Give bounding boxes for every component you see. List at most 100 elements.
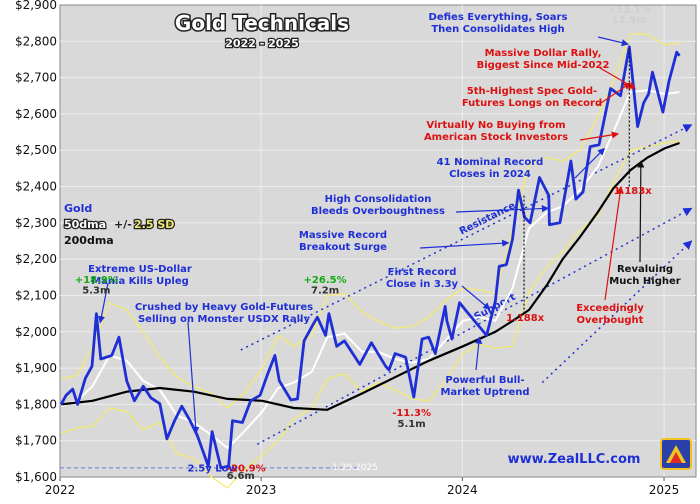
- low-2022-dur: 6.6m: [227, 471, 255, 482]
- y-tick-label: $1,800: [15, 397, 57, 411]
- callout-text: Massive Dollar Rally,: [485, 48, 602, 59]
- y-tick-label: $2,700: [15, 71, 57, 85]
- low-2022-label: 2.5y Low: [188, 464, 238, 475]
- sd-bands: [60, 33, 680, 489]
- zeal-logo: [660, 438, 692, 470]
- callout-text: Revaluing: [617, 264, 673, 275]
- gridlines: [60, 5, 696, 477]
- callout-text: Bleeds Overboughtness: [311, 206, 445, 217]
- chart-title: Gold Technicals: [175, 11, 349, 35]
- legend-band: 2.5 SD: [134, 218, 174, 231]
- callout-text: Closes in 2024: [449, 169, 531, 180]
- y-tick-label: $1,600: [15, 470, 57, 484]
- upleg-2023-pct: +26.5%: [304, 275, 347, 286]
- callout-text: 5th-Highest Spec Gold-: [467, 86, 597, 97]
- moving-averages: [60, 89, 680, 450]
- callout-text: Much Higher: [609, 276, 680, 287]
- callout-arrow: [455, 204, 550, 213]
- callout-arrow: [187, 321, 200, 435]
- callout-text: Defies Everything, Soars: [429, 12, 568, 23]
- correction-2023-pct: -11.3%: [392, 408, 431, 419]
- callout-arrow: [97, 282, 109, 324]
- callout-arrow: [574, 147, 606, 179]
- callout-text: Then Consolidates High: [431, 24, 564, 35]
- gold-price: [59, 45, 681, 470]
- y-tick-label: $2,800: [15, 34, 57, 48]
- upleg-2022-dur: 5.3m: [82, 286, 110, 297]
- callout-text: Close in 3.3y: [386, 279, 459, 290]
- callout-arrow: [637, 160, 645, 263]
- y-tick-label: $2,400: [15, 180, 57, 194]
- callout-text: Powerful Bull-: [445, 375, 524, 386]
- legend: Gold 50dma +/- 2.5 SD 200dma: [63, 202, 176, 247]
- y-tick-label: $2,000: [15, 325, 57, 339]
- callout-arrow: [604, 185, 624, 301]
- callout-text: First Record: [388, 267, 457, 278]
- ratio-2024-1: 1.188x: [506, 313, 545, 324]
- callout-arrow: [475, 336, 483, 371]
- callout-text: High Consolidation: [325, 194, 432, 205]
- upleg-2024-pct: +53.1%: [608, 4, 651, 15]
- callout-text: Crushed by Heavy Gold-Futures: [135, 302, 313, 313]
- dma200-line: [60, 141, 680, 411]
- y-tick-label: $2,100: [15, 288, 57, 302]
- callout-arrow: [597, 82, 632, 106]
- callout-text: American Stock Investors: [424, 132, 568, 143]
- callout-text: Selling on Monster USDX Rally: [138, 314, 310, 325]
- x-tick-label: 2022: [45, 483, 76, 497]
- source-url: www.ZealLLC.com: [508, 452, 641, 467]
- callout-arrow: [597, 36, 629, 47]
- callout-text: Overbought: [577, 315, 644, 326]
- callout-text: Market Uptrend: [440, 387, 529, 398]
- callout-text: Biggest Since Mid-2022: [477, 60, 610, 71]
- reference-date: 1.29.2025: [332, 463, 378, 473]
- callout-text: Massive Record: [299, 230, 387, 241]
- lower-band-line: [60, 140, 680, 489]
- x-tick-label: 2025: [649, 483, 680, 497]
- x-tick-label: 2023: [246, 483, 277, 497]
- y-axis: $1,600 $1,700 $1,800 $1,900 $2,000 $2,100 $2,2…: [15, 0, 57, 484]
- low-2022-pct: -20.9%: [227, 464, 266, 475]
- callout-text: Mania Kills Upleg: [91, 276, 189, 287]
- gold-price-line: [59, 45, 681, 470]
- ratio-2024-2: 1.183x: [614, 186, 653, 197]
- legend-50dma: 50dma: [64, 218, 106, 231]
- callout-arrow: [461, 285, 491, 310]
- legend-band-sign: +/-: [114, 218, 132, 231]
- upper-band-line: [60, 33, 680, 409]
- y-tick-label: $2,500: [15, 143, 57, 157]
- y-tick-label: $2,300: [15, 216, 57, 230]
- callout-text: Extreme US-Dollar: [88, 264, 192, 275]
- callout-arrow: [579, 131, 620, 141]
- callout-text: Futures Longs on Record: [462, 98, 602, 109]
- upleg-2023-dur: 7.2m: [311, 286, 339, 297]
- legend-gold: Gold: [64, 202, 92, 215]
- y-tick-label: $1,900: [15, 361, 57, 375]
- source-credit: www.ZealLLC.com: [508, 438, 692, 470]
- callout-arrow: [419, 239, 510, 249]
- annotations: +18.9%5.3m +26.5%7.2m -11.3%5.1m +53.1%12.9…: [75, 4, 652, 482]
- callout: Powerful Bull-Market Uptrend: [440, 336, 530, 398]
- callout-text: Exceedingly: [576, 303, 644, 314]
- y-tick-label: $2,600: [15, 107, 57, 121]
- x-axis: 2022 2023 2024 2025: [45, 477, 680, 497]
- trendline: [256, 207, 693, 445]
- legend-200dma: 200dma: [64, 234, 114, 247]
- correction-2023-dur: 5.1m: [398, 419, 426, 430]
- upleg-2024-dur: 12.9m: [612, 15, 647, 26]
- callout-text: Breakout Surge: [299, 242, 387, 253]
- y-tick-label: $2,900: [15, 0, 57, 12]
- y-tick-label: $1,700: [15, 434, 57, 448]
